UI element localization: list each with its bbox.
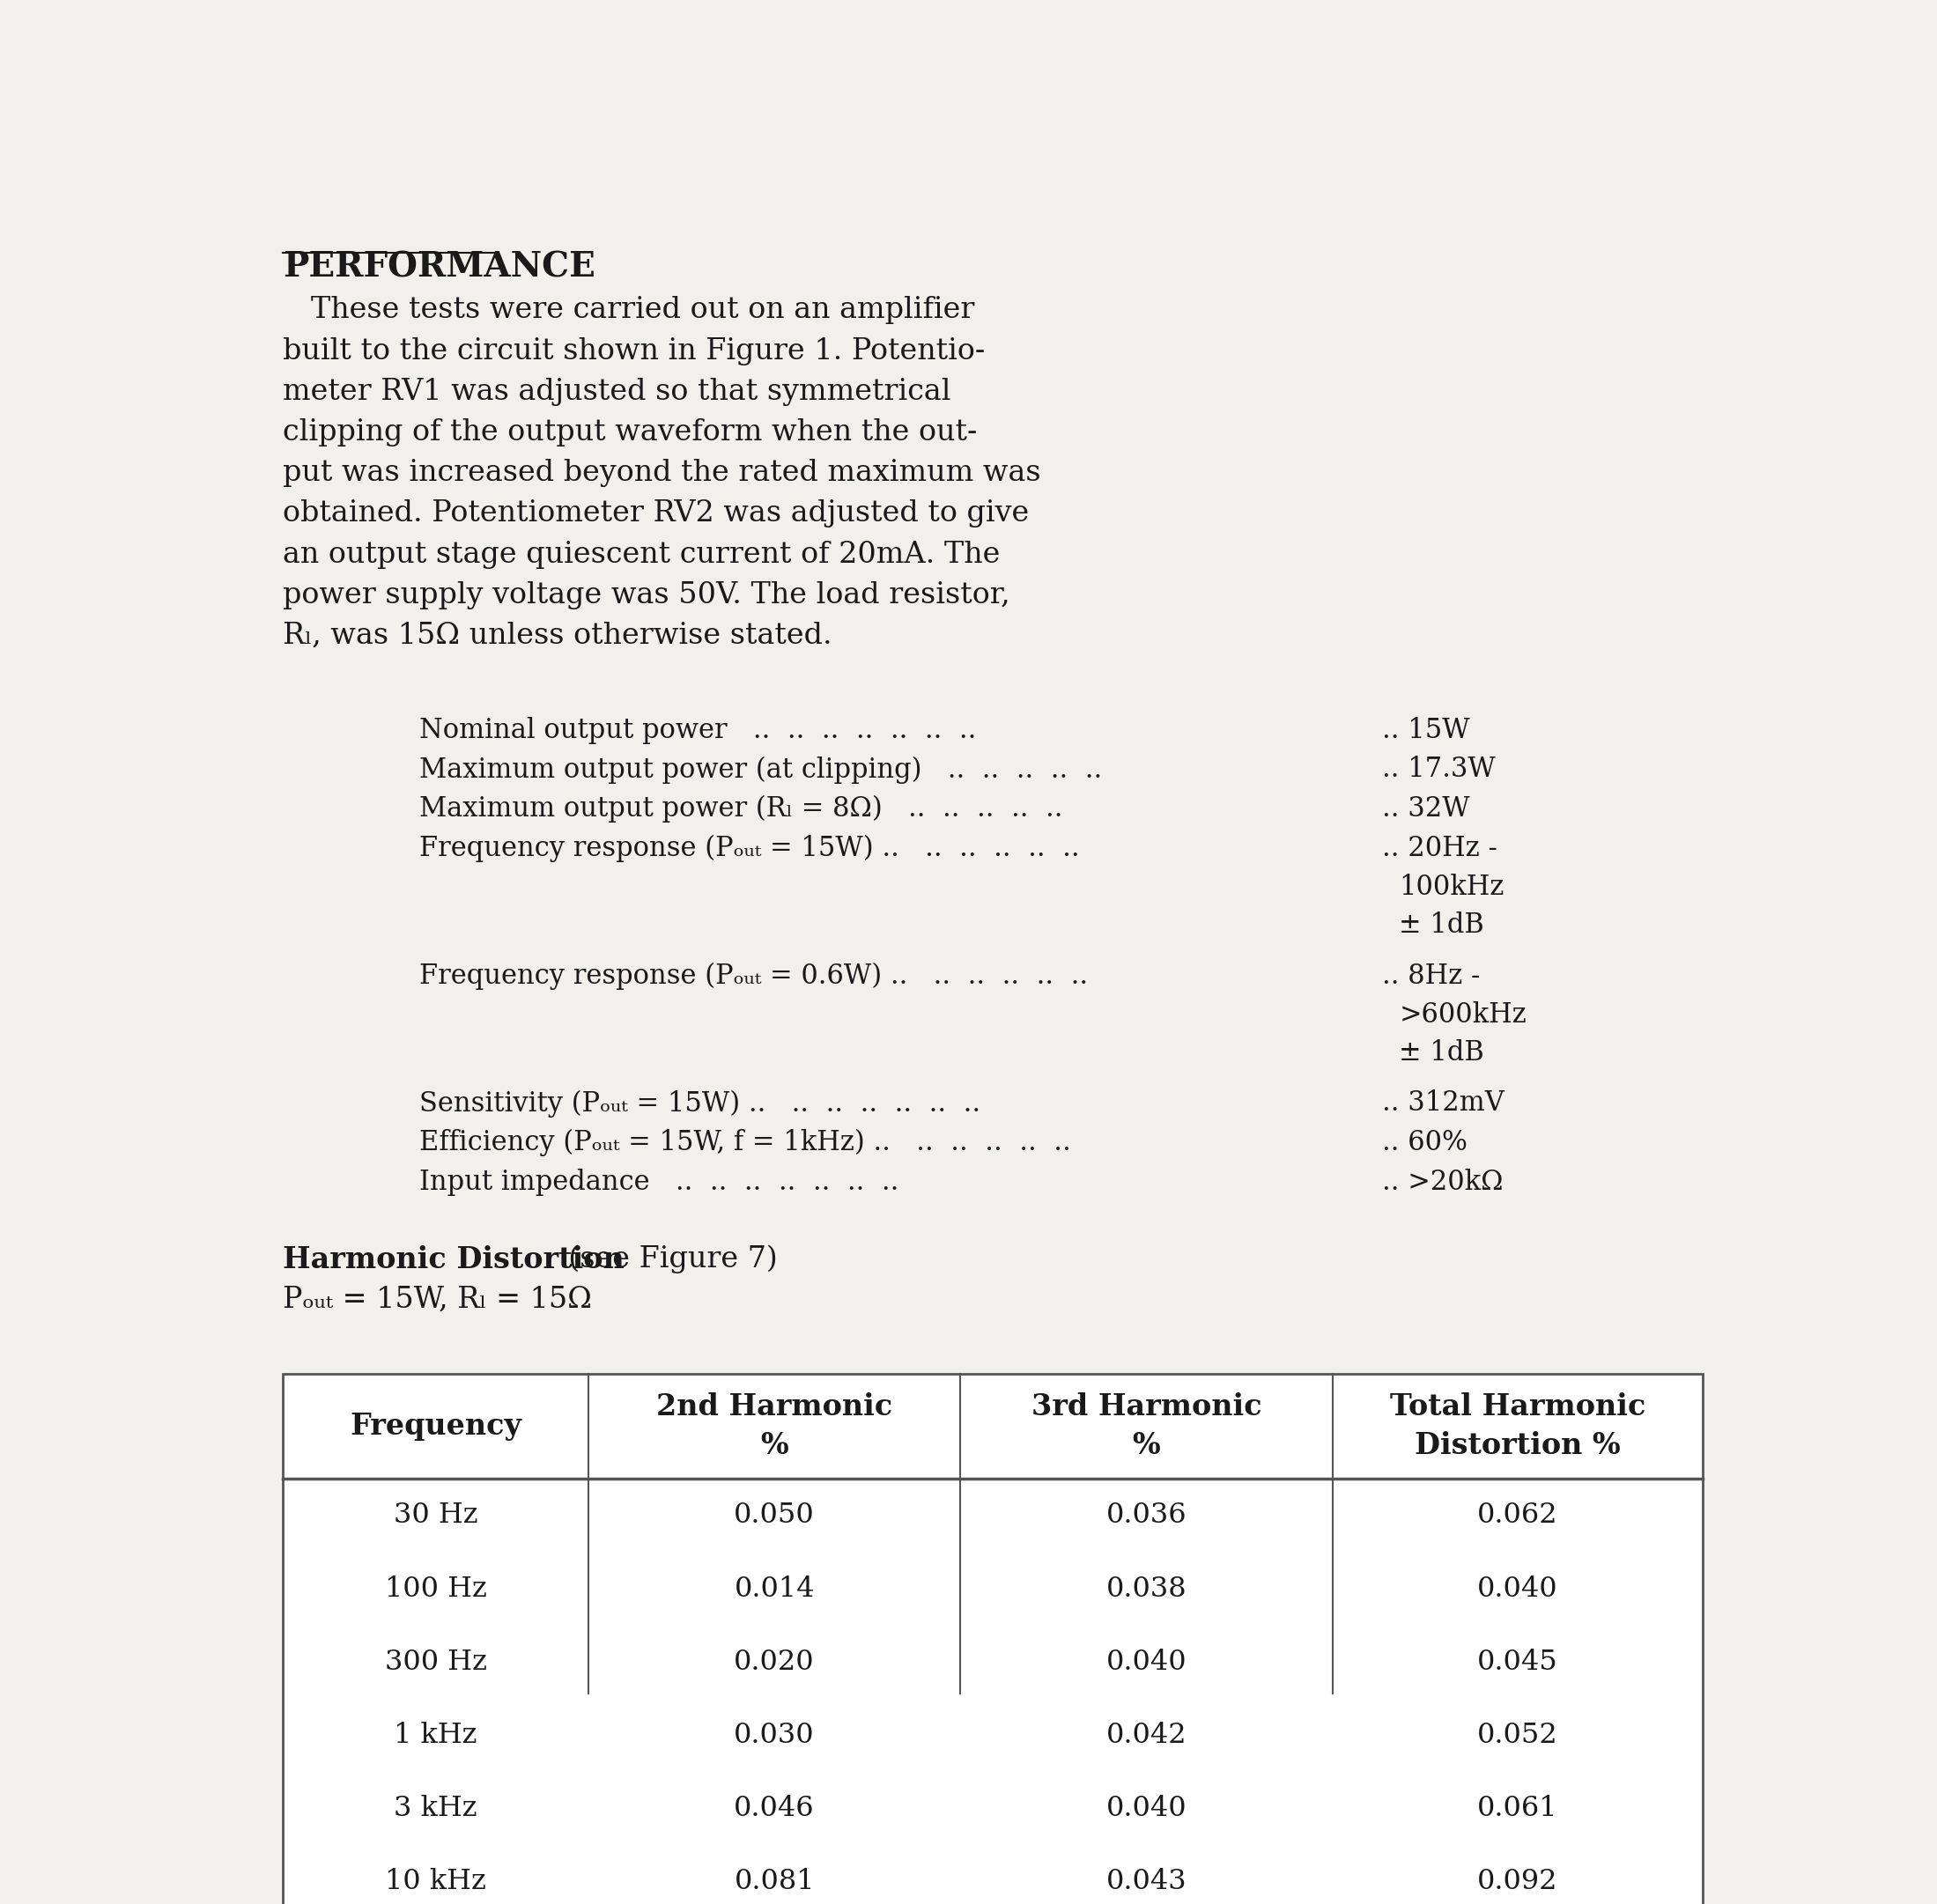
- Text: built to the circuit shown in Figure 1. Potentio-: built to the circuit shown in Figure 1. …: [283, 337, 986, 366]
- Text: Rₗ, was 15Ω unless otherwise stated.: Rₗ, was 15Ω unless otherwise stated.: [283, 623, 833, 649]
- Text: 1 kHz: 1 kHz: [393, 1721, 477, 1750]
- Text: Nominal output power   ..  ..  ..  ..  ..  ..  ..: Nominal output power .. .. .. .. .. .. .…: [420, 716, 976, 744]
- Text: .. 312mV: .. 312mV: [1383, 1089, 1505, 1118]
- Text: Total Harmonic
Distortion %: Total Harmonic Distortion %: [1391, 1392, 1646, 1460]
- Text: 30 Hz: 30 Hz: [393, 1502, 478, 1529]
- Text: 0.052: 0.052: [1478, 1721, 1557, 1750]
- Text: 3 kHz: 3 kHz: [393, 1795, 477, 1822]
- Text: .. 20Hz -: .. 20Hz -: [1383, 834, 1497, 863]
- Text: 0.092: 0.092: [1478, 1868, 1557, 1894]
- Text: meter RV1 was adjusted so that symmetrical: meter RV1 was adjusted so that symmetric…: [283, 377, 951, 406]
- Text: clipping of the output waveform when the out-: clipping of the output waveform when the…: [283, 419, 978, 447]
- Text: .. 32W: .. 32W: [1383, 796, 1470, 823]
- Text: .. 8Hz -: .. 8Hz -: [1383, 962, 1480, 990]
- Text: ± 1dB: ± 1dB: [1399, 912, 1484, 939]
- Text: 3rd Harmonic
%: 3rd Harmonic %: [1030, 1392, 1261, 1460]
- Text: .. >20kΩ: .. >20kΩ: [1383, 1169, 1503, 1196]
- Text: PERFORMANCE: PERFORMANCE: [283, 249, 597, 284]
- Text: obtained. Potentiometer RV2 was adjusted to give: obtained. Potentiometer RV2 was adjusted…: [283, 499, 1029, 527]
- Text: 0.036: 0.036: [1106, 1502, 1187, 1529]
- Text: 0.014: 0.014: [734, 1575, 815, 1603]
- Text: 0.040: 0.040: [1106, 1795, 1187, 1822]
- Text: >600kHz: >600kHz: [1399, 1002, 1526, 1028]
- Text: 0.038: 0.038: [1106, 1575, 1187, 1603]
- Text: .. 60%: .. 60%: [1383, 1129, 1468, 1156]
- Text: 0.081: 0.081: [734, 1868, 815, 1894]
- Text: .. 17.3W: .. 17.3W: [1383, 756, 1495, 783]
- Text: Maximum output power (Rₗ = 8Ω)   ..  ..  ..  ..  ..: Maximum output power (Rₗ = 8Ω) .. .. .. …: [420, 796, 1063, 823]
- Text: Frequency: Frequency: [351, 1413, 521, 1441]
- Text: ± 1dB: ± 1dB: [1399, 1040, 1484, 1066]
- Text: Input impedance   ..  ..  ..  ..  ..  ..  ..: Input impedance .. .. .. .. .. .. ..: [420, 1169, 899, 1196]
- Text: 0.061: 0.061: [1478, 1795, 1557, 1822]
- Bar: [283, 1375, 1703, 1904]
- Text: 10 kHz: 10 kHz: [385, 1868, 486, 1894]
- Text: Frequency response (Pₒᵤₜ = 0.6W) ..   ..  ..  ..  ..  ..: Frequency response (Pₒᵤₜ = 0.6W) .. .. .…: [420, 962, 1089, 990]
- Text: Frequency response (Pₒᵤₜ = 15W) ..   ..  ..  ..  ..  ..: Frequency response (Pₒᵤₜ = 15W) .. .. ..…: [420, 834, 1081, 863]
- Text: Pₒᵤₜ = 15W, Rₗ = 15Ω: Pₒᵤₜ = 15W, Rₗ = 15Ω: [283, 1285, 593, 1314]
- Text: 0.050: 0.050: [734, 1502, 815, 1529]
- Text: 2nd Harmonic
%: 2nd Harmonic %: [657, 1392, 893, 1460]
- Text: 100kHz: 100kHz: [1399, 874, 1505, 901]
- Text: 0.020: 0.020: [734, 1649, 815, 1676]
- Text: an output stage quiescent current of 20mA. The: an output stage quiescent current of 20m…: [283, 541, 999, 569]
- Text: 0.062: 0.062: [1478, 1502, 1557, 1529]
- Text: Sensitivity (Pₒᵤₜ = 15W) ..   ..  ..  ..  ..  ..  ..: Sensitivity (Pₒᵤₜ = 15W) .. .. .. .. .. …: [420, 1089, 980, 1118]
- Text: power supply voltage was 50V. The load resistor,: power supply voltage was 50V. The load r…: [283, 581, 1011, 609]
- Text: Efficiency (Pₒᵤₜ = 15W, f = 1kHz) ..   ..  ..  ..  ..  ..: Efficiency (Pₒᵤₜ = 15W, f = 1kHz) .. .. …: [420, 1129, 1071, 1156]
- Text: 0.042: 0.042: [1106, 1721, 1187, 1750]
- Text: 0.046: 0.046: [734, 1795, 815, 1822]
- Text: 300 Hz: 300 Hz: [385, 1649, 486, 1676]
- Text: .. 15W: .. 15W: [1383, 716, 1470, 744]
- Text: 0.040: 0.040: [1478, 1575, 1557, 1603]
- Text: Maximum output power (at clipping)   ..  ..  ..  ..  ..: Maximum output power (at clipping) .. ..…: [420, 756, 1102, 784]
- Text: 0.030: 0.030: [734, 1721, 815, 1750]
- Text: These tests were carried out on an amplifier: These tests were carried out on an ampli…: [283, 297, 974, 324]
- Text: 0.040: 0.040: [1106, 1649, 1187, 1676]
- Text: (see Figure 7): (see Figure 7): [550, 1245, 777, 1274]
- Text: 100 Hz: 100 Hz: [385, 1575, 486, 1603]
- Text: put was increased beyond the rated maximum was: put was increased beyond the rated maxim…: [283, 459, 1042, 487]
- Text: Harmonic Distortion: Harmonic Distortion: [283, 1245, 624, 1274]
- Text: 0.045: 0.045: [1478, 1649, 1557, 1676]
- Text: 0.043: 0.043: [1106, 1868, 1187, 1894]
